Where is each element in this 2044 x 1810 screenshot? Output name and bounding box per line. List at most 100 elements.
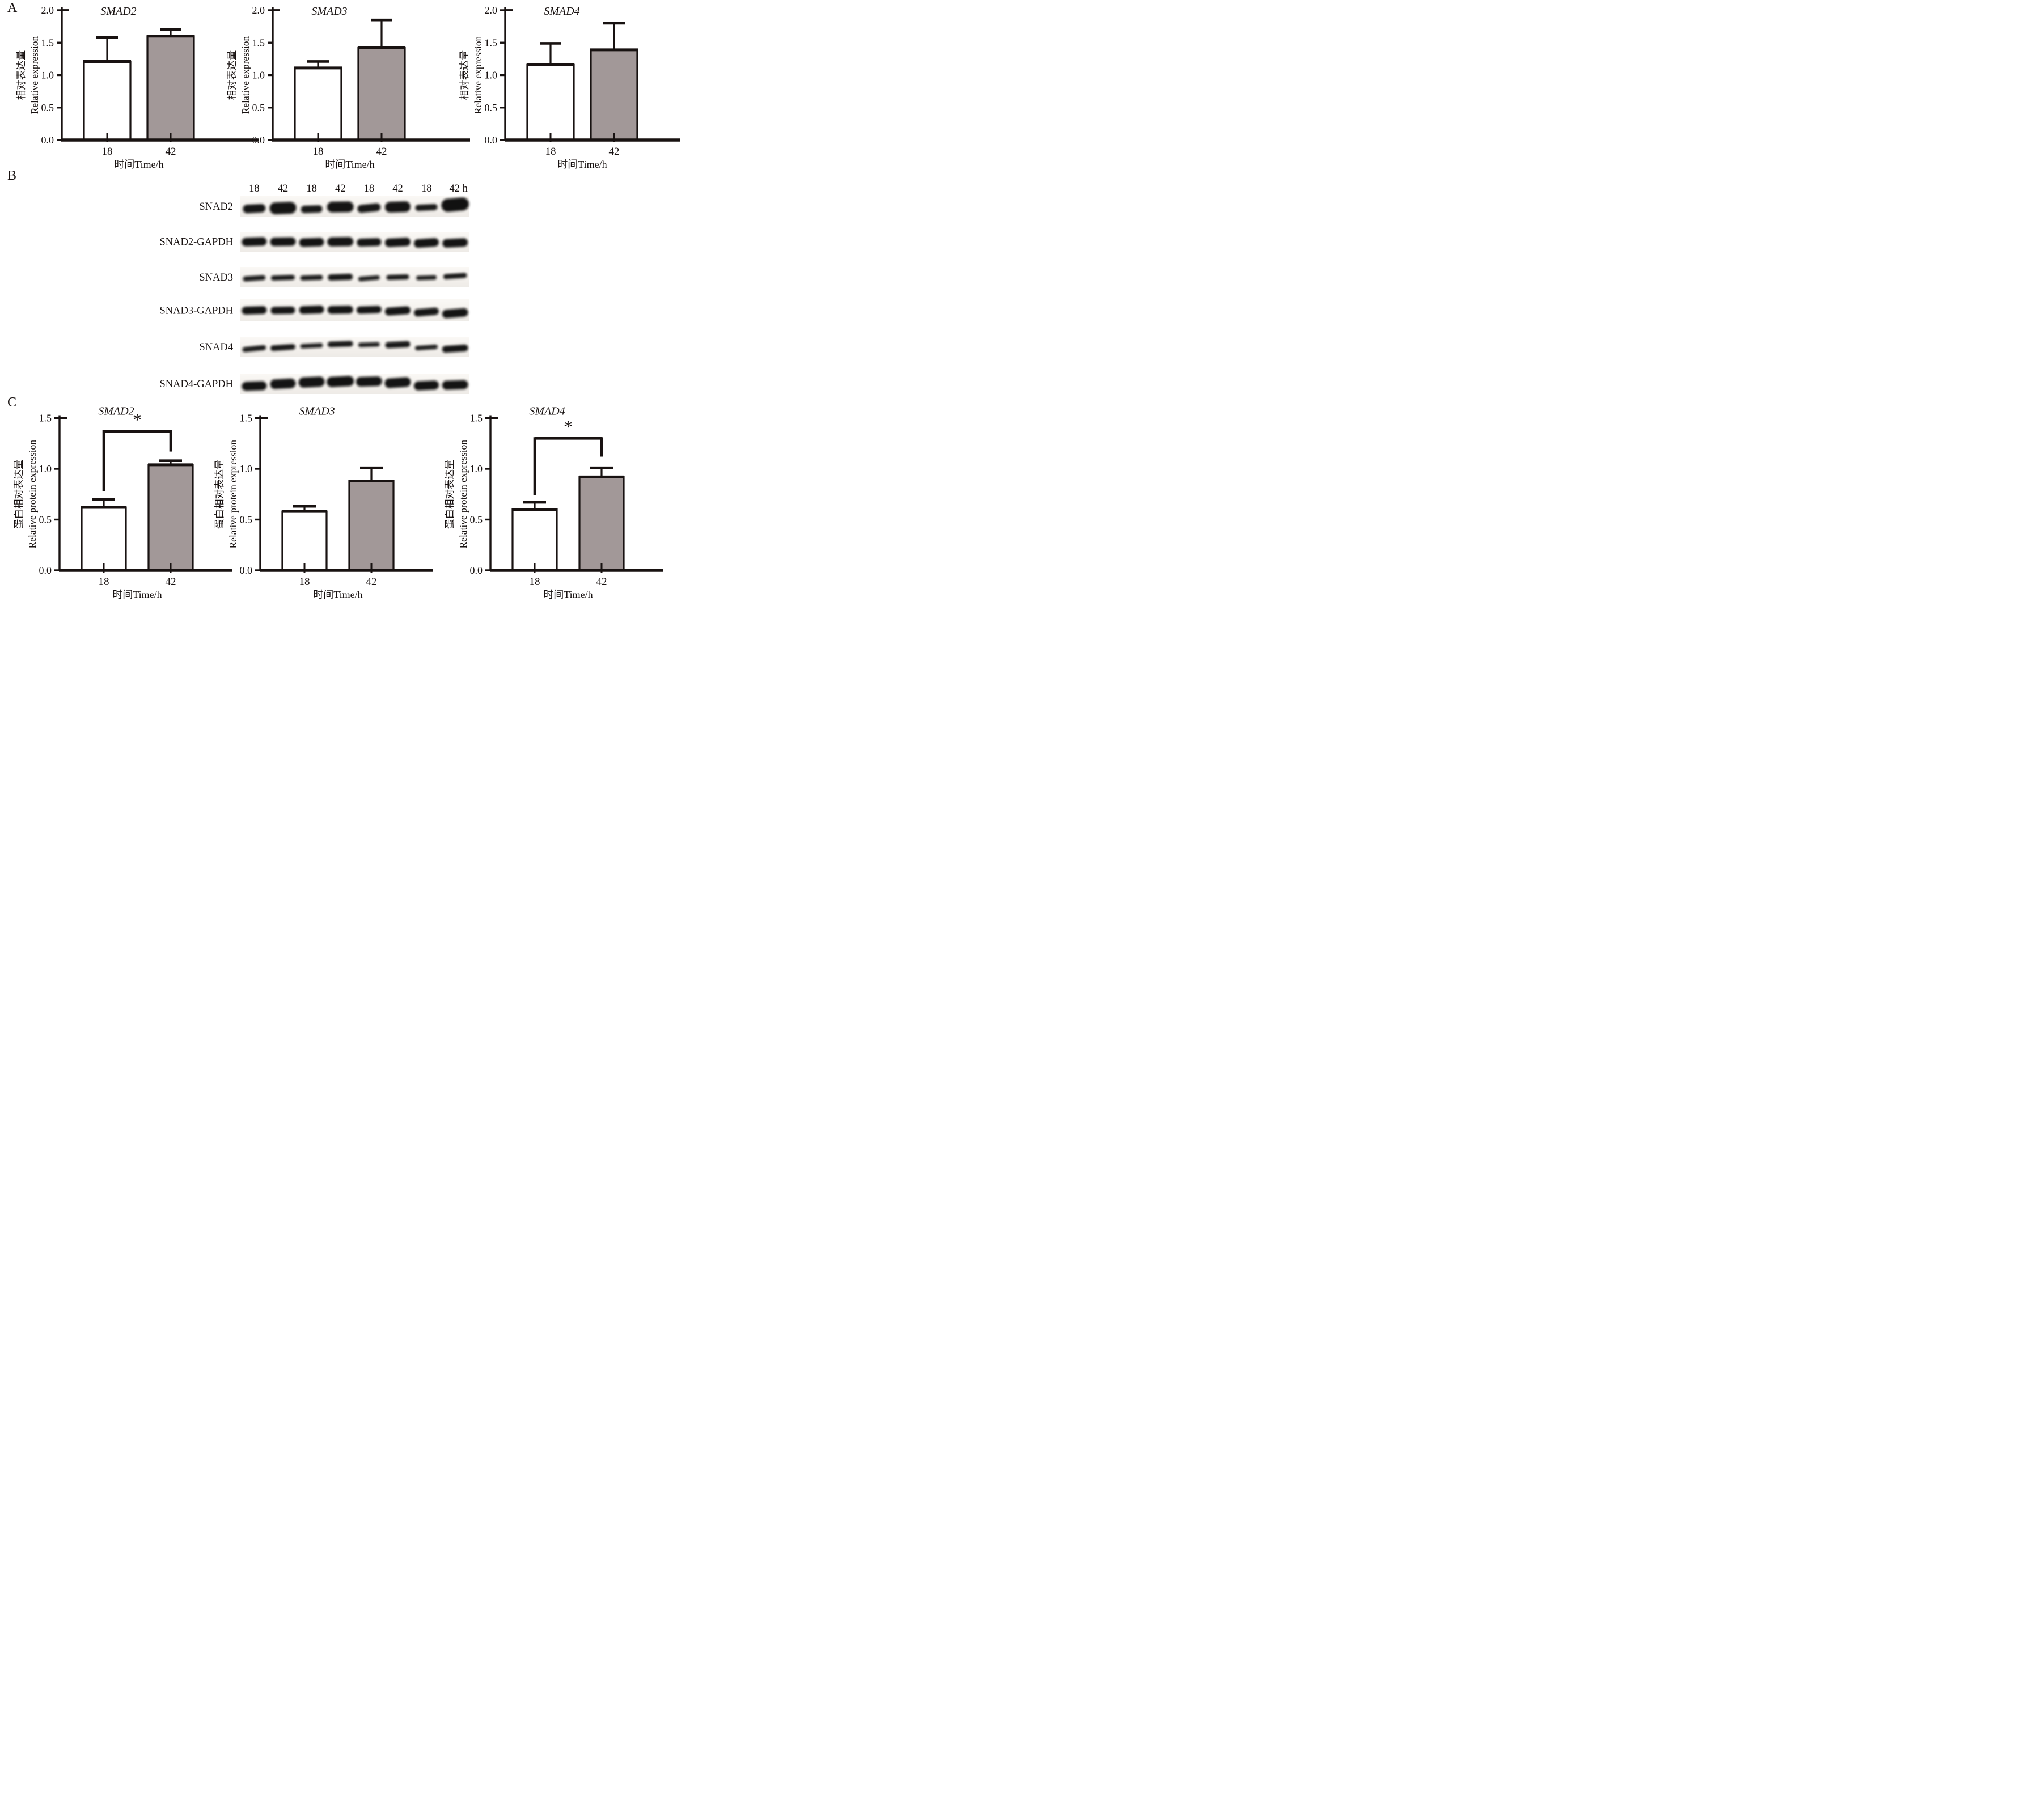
- bar-18: [83, 60, 132, 141]
- blot-band: [357, 238, 382, 247]
- figure-svg: 相对表达量 Relative expression0.00.51.01.52.01…: [13, 5, 680, 600]
- chart-c-smad2: 蛋白相对表达量 Relative protein expression0.00.5…: [13, 405, 232, 600]
- x-tick-label: 42: [166, 576, 176, 588]
- blot-band: [414, 380, 439, 391]
- y-tick-label: 0.5: [470, 514, 483, 525]
- lane-label: 42: [278, 183, 289, 194]
- bar-18: [511, 508, 558, 571]
- y-tick-label: 1.5: [39, 413, 52, 424]
- x-tick-label: 18: [313, 146, 324, 158]
- y-axis-label-cn: 蛋白相对表达量: [214, 460, 225, 529]
- lane-label: 42 h: [450, 183, 468, 194]
- y-tick-label: 1.0: [41, 70, 54, 81]
- chart-title: SMAD2: [98, 405, 134, 418]
- chart-a-smad3: 相对表达量 Relative expression0.00.51.01.52.01…: [226, 5, 470, 170]
- lane-label: 18: [306, 183, 317, 194]
- chart-title: SMAD3: [299, 405, 335, 418]
- blot-band: [415, 344, 438, 351]
- blot-band: [327, 201, 354, 213]
- x-tick-label: 18: [530, 576, 540, 588]
- x-tick-label: 18: [545, 146, 556, 158]
- chart-c-smad4: 蛋白相对表达量 Relative protein expression 0.0 0.5…: [444, 405, 663, 600]
- y-tick-label: 0.0: [39, 565, 52, 576]
- panel-c-label: C: [7, 395, 17, 410]
- blot-band: [415, 204, 438, 211]
- blot-row-label: SNAD3-GAPDH: [159, 306, 233, 317]
- chart-title: SMAD4: [544, 5, 579, 18]
- blot-band: [384, 201, 411, 213]
- chart-title: SMAD3: [311, 5, 347, 18]
- y-tick-label: 1.5: [252, 37, 265, 48]
- scientific-figure: A B C 相对表达量 Relative expression 0.0 0.5 1.0 1…: [0, 0, 680, 603]
- x-tick-label: 18: [102, 146, 113, 158]
- chart-c-smad3: 蛋白相对表达量 Relative protein expression 0.0 0.5…: [214, 405, 433, 600]
- blot-band: [386, 274, 409, 281]
- blot-band: [270, 306, 295, 315]
- lane-label: 18: [249, 183, 260, 194]
- y-axis-label-en: Relative expression: [29, 36, 40, 114]
- y-tick-label: 0.5: [41, 102, 54, 113]
- y-tick-label: 1.5: [470, 413, 483, 424]
- x-tick-label: 42: [166, 146, 176, 158]
- blot-band: [270, 344, 295, 351]
- blot-band: [243, 275, 266, 282]
- y-tick-label: 0.0: [252, 134, 265, 146]
- blot-row-label: SNAD3: [199, 272, 233, 283]
- x-axis-title: 时间Time/h: [557, 159, 607, 170]
- y-tick-label: 2.0: [41, 5, 54, 16]
- y-tick-label: 2.0: [485, 5, 498, 16]
- bar-42: [348, 480, 395, 571]
- blot-band: [270, 378, 296, 389]
- blot-band: [414, 307, 439, 317]
- blot-band: [442, 380, 468, 390]
- blot-row-snad4: SNAD4: [199, 337, 469, 357]
- blot-band: [300, 343, 323, 349]
- x-tick-label: 42: [609, 146, 620, 158]
- significance-bracket: *: [102, 409, 172, 491]
- y-axis-label-en: Relative protein expression: [227, 440, 239, 549]
- blot-band: [416, 275, 437, 281]
- x-axis-title: 时间Time/h: [112, 589, 162, 600]
- blot-band: [384, 377, 411, 388]
- blot-row-label: SNAD2: [199, 201, 233, 213]
- y-tick-label: 0.0: [240, 565, 253, 576]
- blot-row-snad4-gapdh: SNAD4-GAPDH: [159, 374, 469, 394]
- blot-band: [356, 376, 382, 387]
- bar-42: [590, 49, 638, 141]
- y-axis-label-en: Relative expression: [472, 36, 484, 114]
- blot-band: [327, 306, 353, 314]
- y-tick-label: 1.5: [41, 37, 54, 48]
- blot-band: [443, 273, 467, 279]
- y-tick-label: 0.5: [485, 102, 498, 113]
- blot-band: [357, 203, 381, 213]
- y-axis-label-en: Relative protein expression: [458, 440, 469, 549]
- blot-band: [414, 238, 439, 248]
- chart-a-smad2: 相对表达量 Relative expression0.00.51.01.52.01…: [15, 5, 259, 170]
- significance-bracket: *: [533, 416, 603, 495]
- blot-row-label: SNAD4: [199, 342, 233, 353]
- blot-row-snad2: SNAD2: [199, 196, 469, 217]
- x-tick-label: 42: [376, 146, 387, 158]
- blot-row-label: SNAD2-GAPDH: [159, 237, 233, 248]
- blot-band: [243, 204, 266, 214]
- blot-band: [328, 273, 353, 281]
- blot-band: [242, 381, 267, 391]
- y-axis-label-cn: 蛋白相对表达量: [13, 460, 24, 529]
- blot-band: [384, 306, 411, 316]
- blot-band: [298, 376, 325, 388]
- y-axis-label-cn: 蛋白相对表达量: [444, 460, 455, 529]
- blot-band: [327, 237, 354, 247]
- y-axis-label-en: Relative protein expression: [27, 440, 38, 549]
- western-blot-panel: 18 42 18 42 18 42 18 42 h SNAD2 SNAD2-GAPDH SNAD3 S…: [159, 183, 469, 394]
- lane-label: 18: [364, 183, 375, 194]
- blot-band: [441, 197, 469, 212]
- blot-row-snad2-gapdh: SNAD2-GAPDH: [159, 232, 469, 252]
- blot-band: [301, 205, 323, 213]
- blot-band: [299, 305, 324, 315]
- blot-band: [385, 341, 411, 349]
- y-tick-label: 2.0: [252, 5, 265, 16]
- bar-18: [294, 67, 342, 141]
- bar-18: [281, 510, 328, 571]
- blot-band: [442, 238, 468, 248]
- x-tick-label: 42: [596, 576, 607, 588]
